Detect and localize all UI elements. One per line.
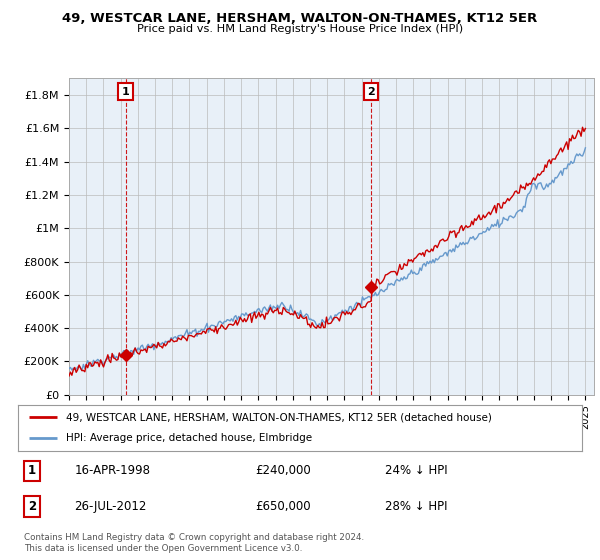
Text: 1: 1 xyxy=(122,87,130,97)
Text: 28% ↓ HPI: 28% ↓ HPI xyxy=(385,500,447,513)
Text: Price paid vs. HM Land Registry's House Price Index (HPI): Price paid vs. HM Land Registry's House … xyxy=(137,24,463,34)
Text: 49, WESTCAR LANE, HERSHAM, WALTON-ON-THAMES, KT12 5ER (detached house): 49, WESTCAR LANE, HERSHAM, WALTON-ON-THA… xyxy=(66,412,492,422)
Text: HPI: Average price, detached house, Elmbridge: HPI: Average price, detached house, Elmb… xyxy=(66,433,312,444)
Text: 49, WESTCAR LANE, HERSHAM, WALTON-ON-THAMES, KT12 5ER: 49, WESTCAR LANE, HERSHAM, WALTON-ON-THA… xyxy=(62,12,538,25)
Text: £240,000: £240,000 xyxy=(255,464,311,478)
Text: 2: 2 xyxy=(28,500,36,513)
Text: 26-JUL-2012: 26-JUL-2012 xyxy=(74,500,147,513)
Text: 1: 1 xyxy=(28,464,36,478)
Text: 24% ↓ HPI: 24% ↓ HPI xyxy=(385,464,447,478)
Text: 16-APR-1998: 16-APR-1998 xyxy=(74,464,151,478)
Text: £650,000: £650,000 xyxy=(255,500,311,513)
Text: 2: 2 xyxy=(367,87,375,97)
Text: Contains HM Land Registry data © Crown copyright and database right 2024.
This d: Contains HM Land Registry data © Crown c… xyxy=(24,533,364,553)
